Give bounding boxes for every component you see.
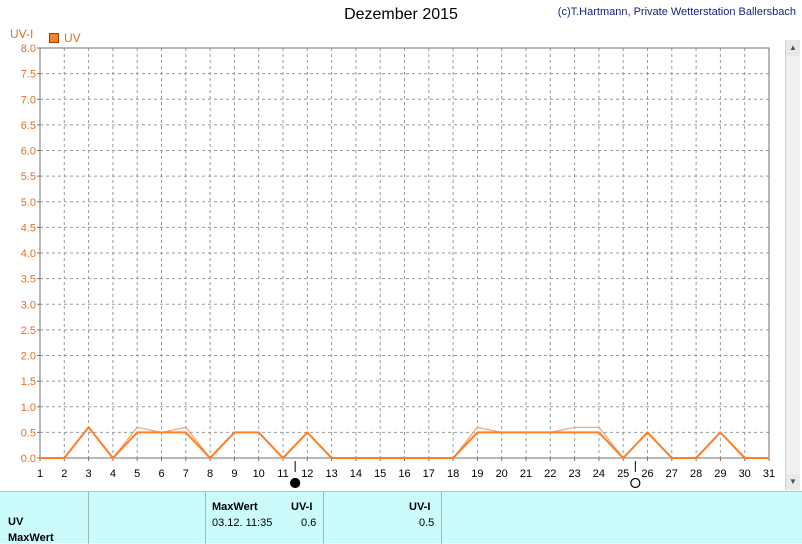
panel-max-time: 03.12. 11:35: [212, 517, 273, 529]
panel-max-value: 0.6: [301, 517, 317, 529]
x-tick-label: 4: [110, 468, 116, 480]
panel-row-label-uv: UV: [8, 516, 24, 528]
x-tick-label: 12: [301, 468, 313, 480]
x-tick-label: 7: [183, 468, 189, 480]
panel-column-max: MaxWert UV-I 03.12. 11:35 0.6: [206, 492, 324, 544]
x-tick-label: 21: [520, 468, 532, 480]
x-tick-label: 28: [690, 468, 702, 480]
y-tick-label: 4.0: [21, 248, 36, 260]
y-tick-label: 1.0: [21, 402, 36, 414]
x-tick-label: 16: [398, 468, 410, 480]
panel-avg-value: 0.5: [419, 517, 435, 529]
y-tick-label: 7.0: [21, 94, 36, 106]
chart-title: Dezember 2015: [344, 6, 458, 23]
x-tick-label: 8: [207, 468, 213, 480]
legend: UV: [49, 31, 81, 45]
x-tick-label: 5: [134, 468, 140, 480]
x-tick-label: 18: [447, 468, 459, 480]
scroll-up-arrow-icon[interactable]: ▲: [786, 40, 800, 56]
panel-column-avg: UV-I 0.5: [324, 492, 442, 544]
y-tick-label: 8.0: [21, 43, 36, 55]
x-tick-label: 25: [617, 468, 629, 480]
credit-text: (c)T.Hartmann, Private Wetterstation Bal…: [557, 6, 796, 18]
x-tick-label: 10: [253, 468, 265, 480]
x-tick-label: 11: [277, 468, 288, 480]
y-tick-label: 4.5: [21, 222, 36, 234]
y-tick-label: 1.5: [21, 376, 36, 388]
scroll-down-arrow-icon[interactable]: ▼: [786, 474, 800, 490]
panel-column-labels: UV MaxWert: [0, 492, 89, 544]
y-tick-label: 5.5: [21, 171, 36, 183]
series-line-uv: [40, 426, 769, 459]
y-axis-label: UV-I: [10, 27, 34, 41]
legend-swatch-uv: [49, 33, 59, 43]
uv-chart: 0.0 0.5 1.0 1.5 2.0 2.5 3.0 3.5 4.0 4.5 5.0 5.5 6.0 6…: [21, 43, 775, 489]
panel-row-label-maxwert: MaxWert: [8, 532, 54, 544]
x-tick-label: 27: [666, 468, 678, 480]
x-tick-label: 2: [61, 468, 67, 480]
y-tick-label: 0.0: [21, 453, 36, 465]
full-moon-icon: [630, 477, 641, 489]
x-tick-label: 24: [593, 468, 605, 480]
panel-column-empty: [89, 492, 206, 544]
data-panel: UV MaxWert MaxWert UV-I 03.12. 11:35 0.6…: [0, 491, 802, 544]
y-tick-label: 2.5: [21, 325, 36, 337]
x-tick-label: 30: [739, 468, 751, 480]
x-tick-label: 6: [158, 468, 164, 480]
y-tick-label: 5.0: [21, 197, 36, 209]
x-tick-label: 3: [86, 468, 92, 480]
y-tick-label: 3.0: [21, 299, 36, 311]
x-tick-label: 20: [496, 468, 508, 480]
y-tick-label: 2.0: [21, 351, 36, 363]
x-tick-label: 19: [471, 468, 483, 480]
legend-label-uv: UV: [64, 31, 81, 45]
x-tick-label: 26: [641, 468, 653, 480]
x-tick-label: 15: [374, 468, 386, 480]
y-tick-label: 0.5: [21, 427, 36, 439]
panel-unit-header-2: UV-I: [409, 501, 431, 513]
y-tick-label: 6.5: [21, 120, 36, 132]
x-tick-label: 31: [763, 468, 775, 480]
x-tick-label: 29: [714, 468, 726, 480]
y-tick-label: 6.0: [21, 146, 36, 158]
x-tick-label: 13: [325, 468, 337, 480]
panel-unit-header-1: UV-I: [291, 501, 313, 513]
y-tick-label: 3.5: [21, 274, 36, 286]
vertical-scrollbar[interactable]: ▲ ▼: [785, 40, 800, 490]
x-tick-label: 9: [231, 468, 237, 480]
panel-max-header: MaxWert: [212, 501, 258, 513]
x-tick-label: 14: [350, 468, 362, 480]
x-tick-label: 17: [423, 468, 435, 480]
x-tick-label: 1: [37, 468, 43, 480]
new-moon-icon: [290, 477, 301, 489]
x-tick-label: 22: [544, 468, 556, 480]
x-tick-label: 23: [568, 468, 580, 480]
y-tick-label: 7.5: [21, 69, 36, 81]
